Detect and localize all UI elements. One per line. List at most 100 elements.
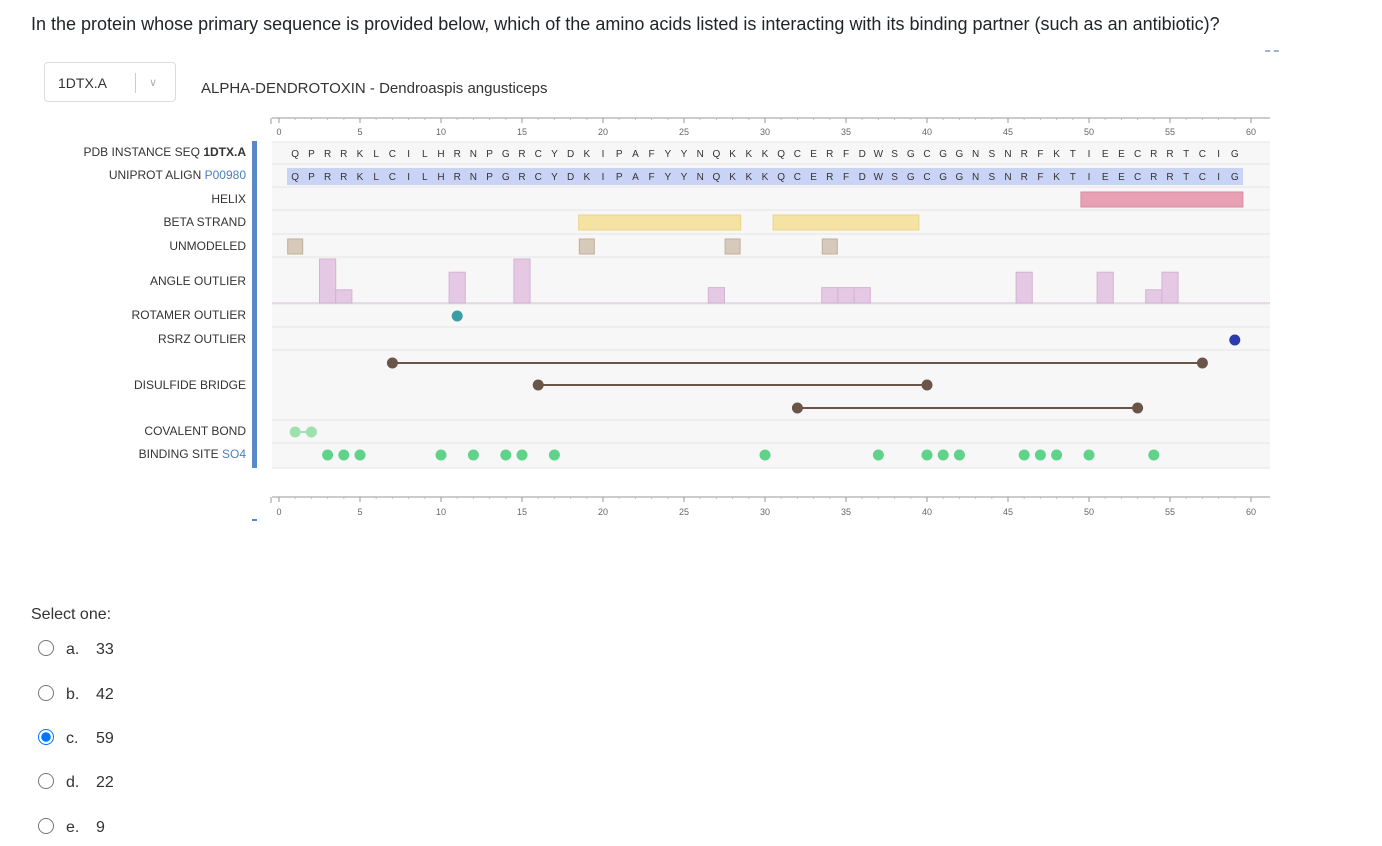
seq-residue: F	[649, 149, 655, 160]
label-uniprot-align: UNIPROT ALIGN P00980	[109, 168, 246, 182]
entity-select-value: 1DTX.A	[58, 75, 108, 91]
chevron-down-icon[interactable]: ∨	[149, 77, 158, 89]
uniprot-residue: K	[762, 172, 769, 183]
bottom-axis-tick-label: 25	[679, 507, 689, 517]
seq-residue: E	[1102, 149, 1109, 160]
seq-residue: R	[1166, 149, 1173, 160]
label-pdb-instance-seq: PDB INSTANCE SEQ 1DTX.A	[84, 145, 247, 159]
seq-residue: R	[1021, 149, 1028, 160]
seq-residue: R	[324, 149, 331, 160]
uniprot-residue: R	[340, 172, 347, 183]
label-helix: HELIX	[211, 192, 246, 206]
seq-residue: N	[697, 149, 704, 160]
uniprot-link[interactable]: P00980	[204, 168, 246, 182]
uniprot-residue: E	[810, 172, 817, 183]
seq-residue: T	[1070, 149, 1076, 160]
seq-residue: C	[923, 149, 930, 160]
select-separator	[135, 73, 136, 93]
bottom-axis-tick-label: 5	[357, 507, 362, 517]
option-radio[interactable]	[38, 685, 54, 701]
uniprot-residue: L	[422, 172, 428, 183]
angle-outlier-bar	[1145, 289, 1163, 304]
seq-residue: W	[874, 149, 884, 160]
covalent-endpoint	[289, 426, 301, 438]
seq-residue: Q	[713, 149, 721, 160]
binding-site-dot	[548, 449, 560, 461]
seq-residue: G	[939, 149, 947, 160]
option-radio[interactable]	[38, 773, 54, 789]
label-rsrz-outlier: RSRZ OUTLIER	[157, 332, 246, 346]
uniprot-residue: I	[1088, 172, 1091, 183]
angle-outlier-bar	[821, 287, 839, 304]
option-radio[interactable]	[38, 640, 54, 656]
option-radio[interactable]	[38, 818, 54, 834]
label-beta-strand: BETA STRAND	[163, 215, 246, 229]
covalent-endpoint	[305, 426, 317, 438]
angle-outlier-bar	[1161, 271, 1179, 304]
uniprot-residue: I	[407, 172, 410, 183]
entity-select[interactable]: 1DTX.A ∨	[44, 62, 176, 102]
entity-title: ALPHA-DENDROTOXIN - Dendroaspis angustic…	[201, 80, 548, 97]
seq-residue: R	[340, 149, 347, 160]
seq-residue: R	[826, 149, 833, 160]
uniprot-residue: C	[794, 172, 801, 183]
seq-residue: K	[1053, 149, 1060, 160]
disulfide-endpoint	[921, 379, 933, 391]
seq-residue: S	[891, 149, 898, 160]
uniprot-residue: R	[1166, 172, 1173, 183]
uniprot-residue: Y	[551, 172, 558, 183]
uniprot-residue: Q	[291, 172, 299, 183]
uniprot-residue: Q	[777, 172, 785, 183]
uniprot-residue: I	[1217, 172, 1220, 183]
binding-site-link[interactable]: SO4	[221, 447, 246, 461]
uniprot-residue: R	[454, 172, 461, 183]
seq-residue: G	[1231, 149, 1239, 160]
uniprot-residue: P	[308, 172, 315, 183]
uniprot-residue: C	[923, 172, 930, 183]
disulfide-endpoint	[386, 357, 398, 369]
bottom-axis-tick-label: 0	[276, 507, 281, 517]
angle-outlier-bar	[1096, 271, 1114, 304]
seq-residue: E	[810, 149, 817, 160]
binding-site-dot	[500, 449, 512, 461]
seq-residue: F	[843, 149, 849, 160]
uniprot-residue: N	[1004, 172, 1011, 183]
binding-site-dot	[467, 449, 479, 461]
uniprot-residue: D	[859, 172, 866, 183]
uniprot-residue: G	[956, 172, 964, 183]
seq-residue: G	[907, 149, 915, 160]
seq-residue: C	[535, 149, 542, 160]
uniprot-residue: G	[502, 172, 510, 183]
unmodeled-box	[578, 238, 595, 255]
option-letter: a.	[66, 641, 80, 658]
binding-site-dot	[1018, 449, 1030, 461]
top-axis-tick-label: 25	[679, 127, 689, 137]
seq-residue: C	[794, 149, 801, 160]
seq-residue: G	[502, 149, 510, 160]
seq-residue: N	[470, 149, 477, 160]
uniprot-highlight	[287, 168, 1243, 185]
option-radio[interactable]	[38, 729, 54, 745]
uniprot-residue: K	[745, 172, 752, 183]
seq-residue: P	[616, 149, 623, 160]
uniprot-residue: A	[632, 172, 639, 183]
bottom-axis-tick-label: 20	[598, 507, 608, 517]
angle-outlier-bar	[853, 287, 871, 304]
uniprot-residue: E	[1102, 172, 1109, 183]
uniprot-residue: F	[649, 172, 655, 183]
disulfide-endpoint	[1196, 357, 1208, 369]
seq-residue: Y	[551, 149, 558, 160]
feature-viewer: 0 5 10 15 20 25 30 35 40 45 50 55 60 0 5 10 15 20 25 30 35 40…	[270, 117, 1270, 517]
track-panel-bar	[252, 141, 257, 468]
binding-site-dot	[953, 449, 965, 461]
seq-residue: I	[407, 149, 410, 160]
label-angle-outlier: ANGLE OUTLIER	[149, 274, 246, 288]
uniprot-residue: T	[1070, 172, 1076, 183]
binding-site-dot	[338, 449, 350, 461]
seq-residue: R	[518, 149, 525, 160]
angle-outlier-bar	[319, 258, 337, 304]
uniprot-residue: K	[583, 172, 590, 183]
seq-residue: C	[389, 149, 396, 160]
seq-residue: Q	[291, 149, 299, 160]
angle-outlier-bar	[335, 289, 353, 304]
